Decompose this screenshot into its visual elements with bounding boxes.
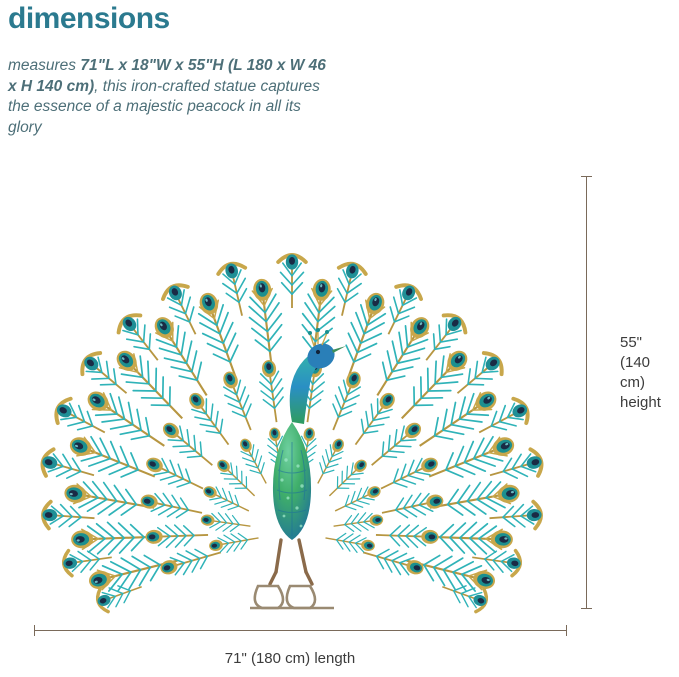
peacock-artwork-svg xyxy=(36,252,548,616)
peacock-statue-illustration xyxy=(18,160,566,625)
length-dimension-label: 71" (180 cm) length xyxy=(224,650,356,667)
height-value: 55" xyxy=(620,334,643,351)
length-guide-cap-right xyxy=(566,625,567,636)
length-guide-line xyxy=(34,630,566,631)
product-description: measures 71"L x 18"W x 55"H (L 180 x W 4… xyxy=(8,56,338,138)
length-guide-cap-left xyxy=(34,625,35,636)
display-stand xyxy=(250,584,334,610)
description-tail: , this iron-crafted statue captures the … xyxy=(8,77,320,136)
dimensions-metric: (L 180 x W 46 x H 140 cm) xyxy=(8,57,326,95)
height-guide-line xyxy=(586,176,587,608)
peacock-crest xyxy=(308,328,329,347)
peacock-neck xyxy=(289,350,326,424)
description-lead: measures xyxy=(8,57,81,74)
peacock-eye xyxy=(315,349,321,355)
height-dimension-label: 55" (140 cm) height xyxy=(620,333,678,413)
peacock-body xyxy=(250,328,346,610)
peacock-legs xyxy=(268,538,314,586)
page-title: dimensions xyxy=(8,2,170,35)
height-value-metric: (140 cm) xyxy=(620,354,651,391)
height-value-unitword: height xyxy=(620,394,661,411)
dimensions-imperial: 71"L x 18"W x 55"H xyxy=(80,57,224,74)
height-guide-cap-top xyxy=(581,176,592,177)
peacock-head xyxy=(307,343,335,369)
height-guide-cap-bottom xyxy=(581,608,592,609)
peacock-beak xyxy=(332,346,346,353)
